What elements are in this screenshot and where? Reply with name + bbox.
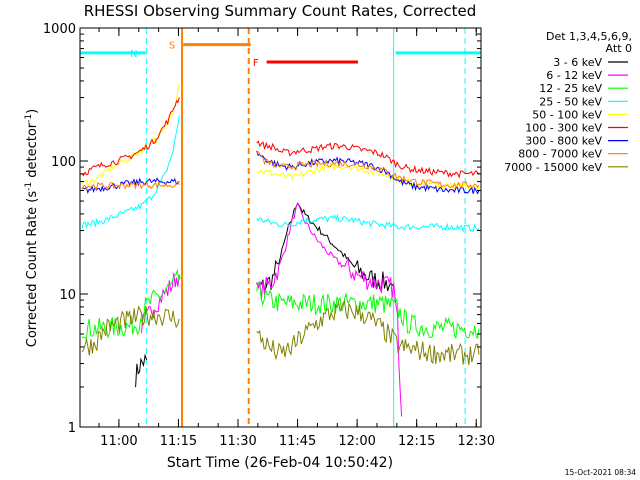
x-tick-label-12-00: 12:00 bbox=[338, 434, 375, 449]
x-tick-label-12-30: 12:30 bbox=[458, 434, 495, 449]
plot-frame bbox=[79, 27, 482, 428]
series-25-50-kev bbox=[81, 115, 480, 233]
legend-label-12-25-kev: 12 - 25 keV bbox=[539, 82, 602, 95]
legend-label-100-300-kev: 100 - 300 keV bbox=[525, 122, 602, 135]
series-100-300-kev bbox=[81, 97, 480, 179]
plot-area: N S F bbox=[80, 28, 481, 427]
axes: 1 10 100 1000 11:00 11:15 11:30 11:45 12:00 12:15… bbox=[43, 22, 495, 449]
legend-label-300-800-kev: 300 - 800 keV bbox=[525, 135, 602, 148]
chart-title: RHESSI Observing Summary Count Rates, Co… bbox=[84, 2, 477, 20]
x-tick-label-11-00: 11:00 bbox=[100, 434, 137, 449]
legend-label-25-50-kev: 25 - 50 keV bbox=[539, 95, 602, 108]
legend-label-3-6-kev: 3 - 6 keV bbox=[553, 56, 602, 69]
legend-label-800-7000-kev: 800 - 7000 keV bbox=[518, 148, 602, 161]
legend-header-line-1: Det 1,3,4,5,6,9, bbox=[546, 30, 632, 43]
legend-label-50-100-kev: 50 - 100 keV bbox=[532, 108, 602, 121]
x-tick-label-11-45: 11:45 bbox=[279, 434, 316, 449]
series-12-25-kev bbox=[81, 268, 480, 341]
legend-header-line-2: Att 0 bbox=[606, 42, 632, 55]
y-axis-label: Corrected Count Rate (s-1 detector-1) bbox=[24, 109, 40, 347]
y-tick-label-10: 10 bbox=[59, 288, 76, 303]
series-25-50-kev-segment-2 bbox=[256, 213, 480, 233]
series-800-7000-kev-segment-1 bbox=[81, 180, 180, 191]
series-12-25-kev-segment-1 bbox=[81, 268, 181, 341]
series-3-6-kev-segment-2 bbox=[256, 202, 394, 292]
series-6-12-kev-segment-2 bbox=[256, 202, 403, 417]
y-tick-label-1000: 1000 bbox=[43, 22, 76, 37]
series-800-7000-kev bbox=[81, 151, 480, 191]
legend-label-6-12-kev: 6 - 12 keV bbox=[546, 69, 602, 82]
series-12-25-kev-segment-2 bbox=[256, 281, 480, 340]
flag-s-label: S bbox=[169, 41, 175, 52]
series-6-12-kev bbox=[141, 202, 403, 417]
series-800-7000-kev-segment-2 bbox=[256, 151, 480, 189]
series-25-50-kev-segment-1 bbox=[81, 115, 180, 230]
series-3-6-kev bbox=[135, 202, 394, 388]
series-6-12-kev-segment-1 bbox=[141, 272, 180, 334]
x-tick-label-11-30: 11:30 bbox=[219, 434, 256, 449]
y-tick-label-100: 100 bbox=[51, 155, 76, 170]
x-tick-label-12-15: 12:15 bbox=[398, 434, 435, 449]
footer-date: 15-Oct-2021 08:34 bbox=[565, 468, 636, 477]
series-100-300-kev-segment-1 bbox=[81, 97, 180, 177]
series-50-100-kev-segment-2 bbox=[256, 163, 480, 192]
x-tick-label-11-15: 11:15 bbox=[160, 434, 197, 449]
flag-n-label: N bbox=[130, 49, 137, 60]
flag-f-label: F bbox=[253, 58, 259, 69]
legend-label-7000-15000-kev: 7000 - 15000 keV bbox=[504, 161, 602, 174]
y-tick-label-1: 1 bbox=[68, 421, 76, 436]
series-7000-15000-kev bbox=[81, 300, 480, 366]
series-7000-15000-kev-segment-1 bbox=[81, 305, 180, 356]
series-100-300-kev-segment-2 bbox=[256, 140, 480, 179]
series-3-6-kev-segment-1 bbox=[135, 353, 148, 388]
series-7000-15000-kev-segment-2 bbox=[256, 300, 480, 366]
x-axis-label: Start Time (26-Feb-04 10:50:42) bbox=[167, 455, 393, 471]
